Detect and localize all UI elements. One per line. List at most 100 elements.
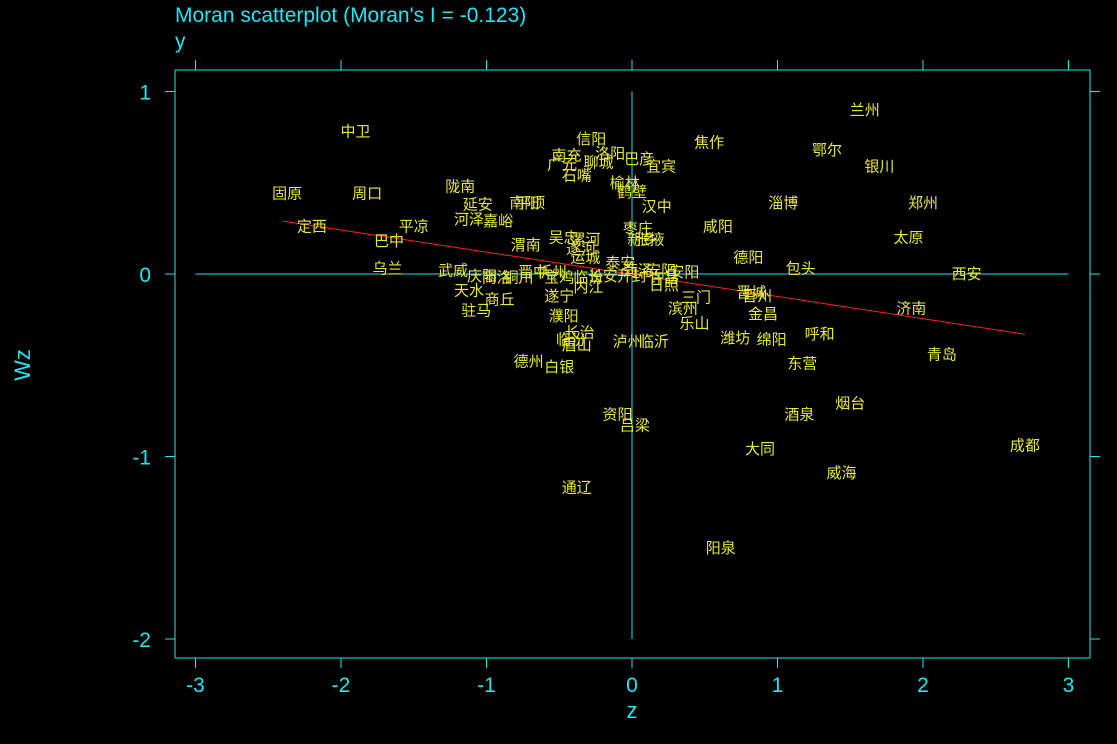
point-label: 漯河: [570, 230, 600, 248]
point-label: 聊城: [584, 154, 614, 172]
point-label: 乌兰: [373, 260, 403, 278]
point-label: 金昌: [748, 305, 778, 323]
point-label: 菏泽: [623, 261, 653, 279]
point-label: 石嘴: [562, 166, 592, 184]
point-label: 鄂尔: [812, 141, 842, 159]
point-label: 潍坊: [720, 329, 750, 347]
point-label: 河泽: [454, 210, 484, 228]
point-label: 武威: [438, 261, 468, 279]
point-label: 遂宁: [544, 287, 574, 305]
point-label: 晋城: [736, 283, 766, 301]
y-tick-label: 0: [139, 264, 151, 287]
point-label: 周口: [352, 185, 382, 203]
point-label: 内江: [573, 278, 603, 296]
y-tick-label: -1: [132, 447, 151, 470]
point-label: 汉中: [642, 197, 672, 215]
chart-subtitle: y: [175, 30, 186, 53]
point-label: 驻马: [461, 302, 491, 320]
point-label: 淄博: [768, 194, 798, 212]
point-label: 天水: [454, 281, 484, 299]
point-label: 德阳: [733, 249, 763, 267]
regression-line: [282, 220, 1025, 335]
point-label: 南阳: [509, 194, 539, 212]
point-label: 许昌: [649, 269, 679, 287]
point-label: 庆阳: [467, 267, 497, 285]
point-label: 绵阳: [757, 331, 787, 349]
point-label: 郑州: [908, 194, 938, 212]
point-label: 呼和: [805, 325, 835, 343]
point-label: 白银: [544, 358, 574, 376]
point-label: 濮阳: [549, 307, 579, 325]
point-label: 日照: [649, 276, 679, 294]
point-label: 乐山: [680, 314, 710, 332]
chart-title: Moran scatterplot (Moran's I = -0.123): [175, 4, 527, 27]
point-label: 烟台: [835, 395, 865, 413]
point-label: 成都: [1010, 437, 1040, 455]
x-tick-label: 2: [917, 674, 929, 697]
point-label: 咸阳: [703, 218, 733, 236]
point-label: 临沂: [639, 333, 669, 351]
point-label: 固原: [272, 185, 302, 203]
point-label: 安阳: [669, 263, 699, 281]
x-tick-label: -1: [477, 674, 496, 697]
point-label: 延安: [463, 196, 493, 214]
point-label: 渭南: [511, 236, 541, 254]
point-label: 青岛: [927, 345, 957, 363]
point-label: 鹤壁: [617, 183, 647, 201]
point-label: 开封: [617, 267, 647, 285]
point-label: 酒泉: [784, 406, 814, 424]
point-label: 通辽: [562, 479, 592, 497]
point-label: 枣庄: [623, 219, 653, 237]
point-label: 平顶: [515, 194, 545, 212]
point-label: 太原: [893, 229, 923, 247]
point-label: 滨州: [668, 300, 698, 318]
point-label: 威海: [827, 464, 857, 482]
point-label: 包头: [786, 260, 816, 278]
point-label: 阳泉: [706, 539, 736, 557]
point-label: 晋中: [518, 263, 548, 281]
point-label: 巴中: [374, 232, 404, 250]
x-tick-label: -2: [332, 674, 351, 697]
point-label: 长治: [565, 323, 595, 341]
point-label: 焦作: [694, 134, 724, 152]
point-label: 榆林: [610, 174, 640, 192]
point-label: 兰州: [850, 101, 880, 119]
point-label: 定西: [297, 218, 327, 236]
point-label: 济南: [896, 300, 926, 318]
point-label: 忻州: [537, 263, 567, 281]
point-label: 宝鸡: [544, 269, 574, 287]
x-tick-label: 0: [626, 674, 638, 697]
point-label: 大同: [745, 440, 775, 458]
point-label: 商洛: [482, 269, 512, 287]
point-label: 洛阳: [595, 145, 625, 163]
point-label: 临汾: [573, 269, 603, 287]
point-label: 德州: [514, 353, 544, 371]
x-tick-label: -3: [186, 674, 205, 697]
point-label: 南充: [552, 146, 582, 164]
y-axis-label: Wz: [10, 349, 35, 381]
point-label: 泰安: [605, 254, 635, 272]
x-axis-label: z: [627, 698, 638, 723]
y-tick-label: 1: [139, 82, 151, 105]
point-label: 张掖: [634, 230, 664, 248]
point-label: 泸州: [613, 333, 643, 351]
point-label: 嘉峪: [483, 212, 513, 230]
point-label: 晋州: [742, 287, 772, 305]
point-label: 吕梁: [620, 416, 650, 434]
point-label: 巴彦: [624, 150, 654, 168]
x-tick-label: 3: [1063, 674, 1075, 697]
point-label: 临汾: [556, 331, 586, 349]
y-tick-label: -2: [132, 629, 151, 652]
point-label: 商丘: [485, 291, 515, 309]
point-label: 平凉: [399, 218, 429, 236]
point-label: 宜宾: [646, 157, 676, 175]
point-label: 资阳: [602, 406, 632, 424]
point-label: 三门: [681, 289, 711, 307]
point-label: 新乡: [627, 230, 657, 248]
point-label: 运城: [570, 249, 600, 267]
point-label: 东营: [787, 354, 817, 372]
point-label: 眉山: [562, 336, 592, 354]
point-label: 长安: [588, 267, 618, 285]
point-label: 中卫: [341, 123, 371, 141]
